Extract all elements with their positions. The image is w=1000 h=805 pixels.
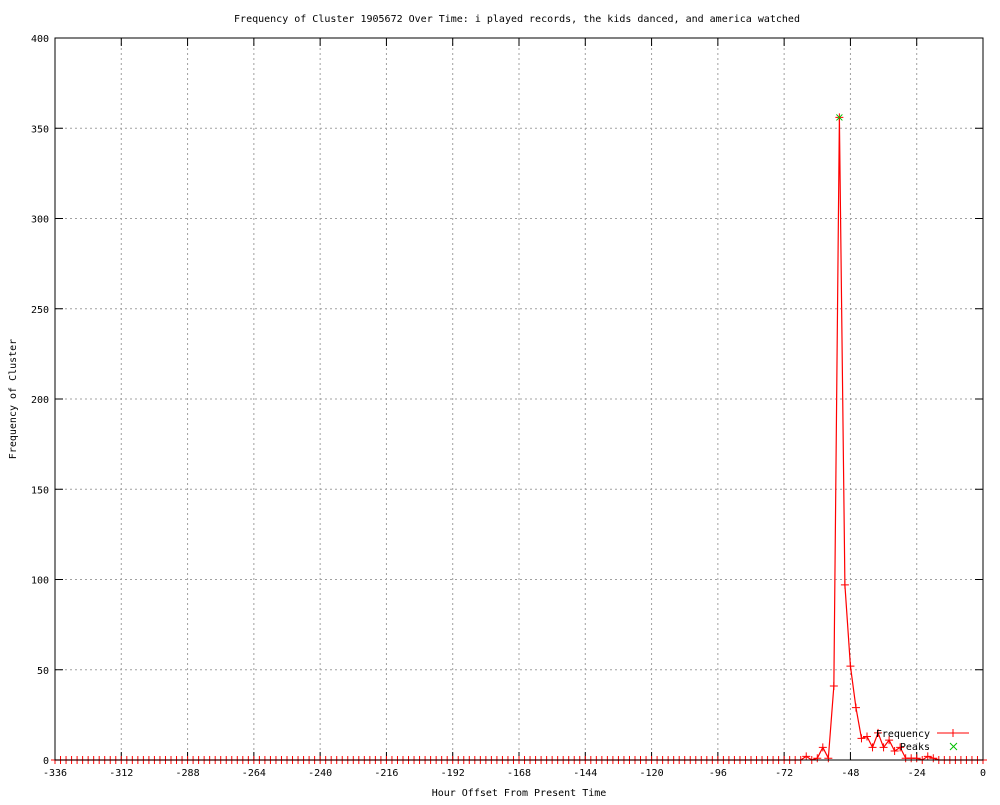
plot-border (54, 37, 984, 761)
y-tick-label: 0 (43, 756, 49, 767)
x-tick-label: -24 (908, 768, 926, 779)
legend-marker-frequency (949, 729, 957, 737)
data-point-frequency (829, 681, 838, 690)
y-tick-label: 400 (31, 34, 49, 45)
data-point-frequency (885, 736, 894, 745)
legend-label-frequency: Frequency (876, 729, 930, 740)
y-tick-label: 350 (31, 124, 49, 135)
data-point-frequency (802, 752, 811, 761)
legend: Frequency Peaks (876, 729, 969, 753)
axis-ticks: 0 50 100 150 200 250 300 350 400 -336 -312 -288 -264… (31, 34, 986, 779)
y-tick-label: 150 (31, 485, 49, 496)
x-tick-label: -192 (441, 768, 465, 779)
data-point-frequency (874, 728, 883, 737)
data-point-frequency (879, 743, 888, 752)
x-axis-label: Hour Offset From Present Time (432, 788, 607, 799)
data-point-frequency (851, 703, 860, 712)
chart-title: Frequency of Cluster 1905672 Over Time: … (234, 14, 800, 25)
data-point-frequency (818, 743, 827, 752)
data-point-frequency (929, 754, 938, 763)
x-tick-label: -120 (640, 768, 664, 779)
x-tick-label: -288 (176, 768, 200, 779)
x-tick-label: -264 (242, 768, 266, 779)
y-tick-label: 250 (31, 305, 49, 316)
data-point-frequency (896, 743, 905, 752)
data-point-frequency (840, 580, 849, 589)
legend-label-peaks: Peaks (900, 742, 930, 753)
x-tick-label: -72 (775, 768, 793, 779)
data-point-frequency (846, 662, 855, 671)
x-tick-label: -312 (109, 768, 133, 779)
x-tick-label: -240 (308, 768, 332, 779)
grid (55, 38, 983, 760)
x-tick-label: -216 (374, 768, 398, 779)
y-tick-label: 50 (37, 666, 49, 677)
x-tick-label: -48 (841, 768, 859, 779)
x-tick-label: 0 (980, 768, 986, 779)
data-point-frequency (923, 752, 932, 761)
data-point-frequency (868, 743, 877, 752)
data-point-frequency (912, 754, 921, 763)
data-point-frequency (824, 754, 833, 763)
x-tick-label: -96 (709, 768, 727, 779)
data-point-peaks (836, 114, 843, 121)
data-point-frequency (857, 734, 866, 743)
data-point-frequency (863, 732, 871, 741)
legend-marker-peaks (949, 742, 958, 751)
y-tick-label: 200 (31, 395, 49, 406)
y-axis-label: Frequency of Cluster (8, 339, 19, 459)
data-point-frequency (813, 754, 822, 763)
y-tick-label: 100 (31, 576, 49, 587)
y-tick-label: 300 (31, 215, 49, 226)
x-tick-label: -336 (43, 768, 67, 779)
x-tick-label: -168 (507, 768, 531, 779)
data-point-frequency (890, 746, 899, 755)
x-tick-label: -144 (573, 768, 597, 779)
